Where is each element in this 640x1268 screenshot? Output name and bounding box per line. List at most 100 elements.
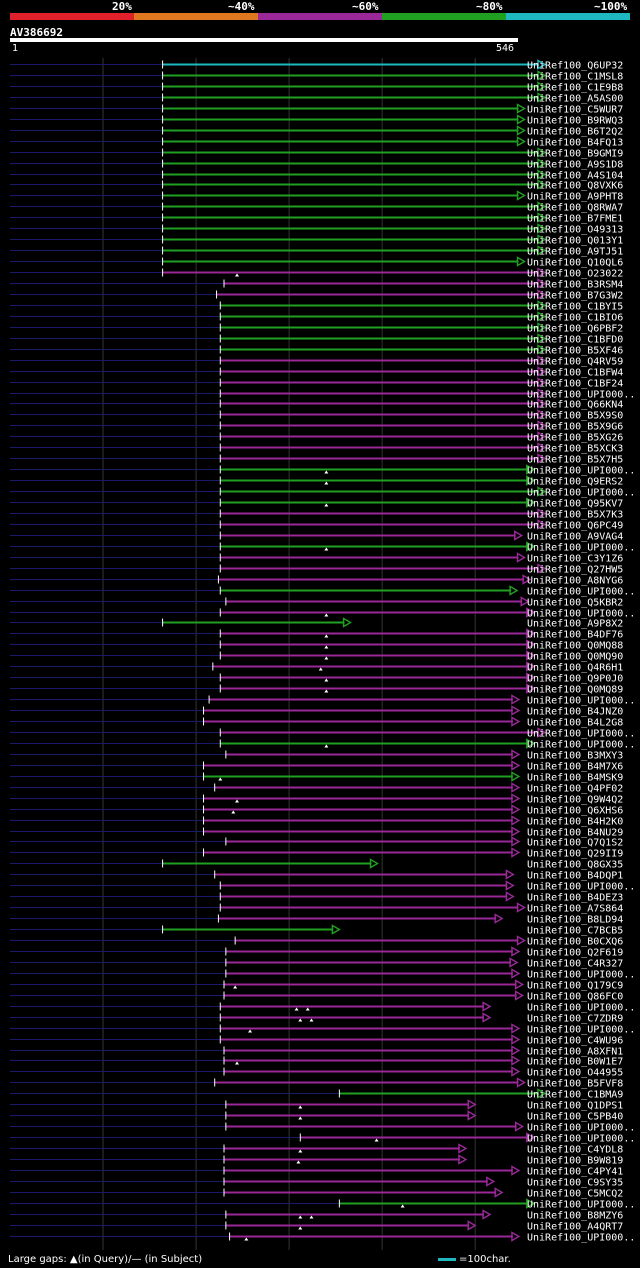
hit-arrow <box>537 311 547 322</box>
hit-label: UniRef100_UPI000.. <box>527 882 635 893</box>
hit-arrow <box>509 585 519 596</box>
hit-arrow <box>516 935 526 946</box>
hit-arrow <box>511 826 521 837</box>
hit-label: UniRef100_O44955 <box>527 1068 623 1079</box>
hit-label: UniRef100_A9PHT8 <box>527 192 623 203</box>
hit-arrow <box>511 1045 521 1056</box>
gap-marker <box>305 1007 310 1011</box>
legend-bar-2 <box>258 13 382 20</box>
hit-arrow <box>537 179 547 190</box>
legend-label-3: ~80% <box>476 0 503 13</box>
legend-bar-3 <box>382 13 506 20</box>
hit-arrow <box>511 1165 521 1176</box>
scale-label: =100char. <box>459 1254 511 1265</box>
hit-label: UniRef100_UPI000.. <box>527 1123 635 1134</box>
hit-arrow <box>511 1023 521 1034</box>
hit-arrow <box>526 650 536 661</box>
hit-arrow <box>482 1012 492 1023</box>
hit-label: UniRef100_B4MSK9 <box>527 773 623 784</box>
hit-arrow <box>537 245 547 256</box>
legend-label-4: ~100% <box>594 0 628 13</box>
hit-label: UniRef100_C5MCQ2 <box>527 1189 623 1200</box>
hit-label: UniRef100_B5XF46 <box>527 346 623 357</box>
gap-marker <box>231 810 236 814</box>
hit-label: UniRef100_C7ZDR9 <box>527 1014 623 1025</box>
hit-label: UniRef100_Q2F619 <box>527 948 623 959</box>
legend-label-0: 20% <box>112 0 132 13</box>
hit-label: UniRef100_Q27HW5 <box>527 565 623 576</box>
hit-arrow <box>537 508 547 519</box>
hit-arrow <box>526 628 536 639</box>
hit-arrow <box>537 322 547 333</box>
hit-arrow <box>516 256 526 267</box>
hit-label: UniRef100_Q4R6H1 <box>527 663 623 674</box>
hit-arrow <box>511 815 521 826</box>
hit-label: UniRef100_B5XCK3 <box>527 444 623 455</box>
hit-label: UniRef100_B8LD94 <box>527 915 623 926</box>
hit-label: UniRef100_Q29II9 <box>527 849 623 860</box>
hit-arrow <box>537 267 547 278</box>
gap-marker <box>298 1226 303 1230</box>
hit-label: UniRef100_C5PB40 <box>527 1112 623 1123</box>
hit-label: UniRef100_B4NU29 <box>527 828 623 839</box>
hit-arrow <box>537 147 547 158</box>
hit-label: UniRef100_C4WU96 <box>527 1036 623 1047</box>
hit-label: UniRef100_B4DQP1 <box>527 871 623 882</box>
hit-label: UniRef100_A8XFN1 <box>527 1047 623 1058</box>
hit-arrow <box>467 1110 477 1121</box>
hit-label: UniRef100_UPI000.. <box>527 1200 635 1211</box>
hit-arrow <box>537 366 547 377</box>
hit-arrow <box>514 530 524 541</box>
hit-arrow <box>526 541 536 552</box>
legend-bar-0 <box>10 13 134 20</box>
gap-marker <box>324 634 329 638</box>
hit-label: UniRef100_Q9ERS2 <box>527 477 623 488</box>
hit-arrow <box>511 771 521 782</box>
query-start-tick: 1 <box>12 43 19 54</box>
hit-arrow <box>526 464 536 475</box>
hit-label: UniRef100_Q8GX35 <box>527 860 623 871</box>
gap-marker <box>298 1116 303 1120</box>
scale-bar <box>438 1257 456 1261</box>
hit-arrow <box>537 169 547 180</box>
hit-arrow <box>511 1066 521 1077</box>
hit-arrow <box>526 607 536 618</box>
hit-arrow <box>516 114 526 125</box>
hit-label: UniRef100_C4R327 <box>527 959 623 970</box>
hit-arrow <box>526 639 536 650</box>
gap-marker <box>298 1018 303 1022</box>
hit-label: UniRef100_C3Y1Z6 <box>527 554 623 565</box>
hit-label: UniRef100_UPI000.. <box>527 1003 635 1014</box>
gap-marker <box>309 1215 314 1219</box>
hit-label: UniRef100_B4JNZ0 <box>527 707 623 718</box>
hit-arrow <box>494 1187 504 1198</box>
hit-arrow <box>522 574 532 585</box>
hit-label: UniRef100_UPI000.. <box>527 543 635 554</box>
gap-marker <box>324 481 329 485</box>
hit-arrow <box>342 617 352 628</box>
hit-arrow <box>537 442 547 453</box>
gap-marker <box>374 1138 379 1142</box>
hit-arrow <box>537 409 547 420</box>
hit-label: UniRef100_B9W819 <box>527 1156 623 1167</box>
hit-arrow <box>511 793 521 804</box>
hit-arrow <box>511 705 521 716</box>
hit-label: UniRef100_A8NYG6 <box>527 576 623 587</box>
hit-label: UniRef100_Q0MQ90 <box>527 652 623 663</box>
hit-arrow <box>516 902 526 913</box>
hit-arrow <box>511 1034 521 1045</box>
hit-label: UniRef100_A5AS00 <box>527 94 623 105</box>
hit-arrow <box>511 782 521 793</box>
hit-arrow <box>526 497 536 508</box>
hit-arrow <box>526 738 536 749</box>
hit-arrow <box>537 486 547 497</box>
hit-label: UniRef100_Q8RWA7 <box>527 203 623 214</box>
legend-label-2: ~60% <box>352 0 379 13</box>
hit-label: UniRef100_B7FME1 <box>527 214 623 225</box>
hit-arrow <box>511 694 521 705</box>
gap-marker <box>324 470 329 474</box>
hit-arrow <box>511 760 521 771</box>
hit-label: UniRef100_B4FQ13 <box>527 138 623 149</box>
hit-label: UniRef100_Q9P0J0 <box>527 674 623 685</box>
